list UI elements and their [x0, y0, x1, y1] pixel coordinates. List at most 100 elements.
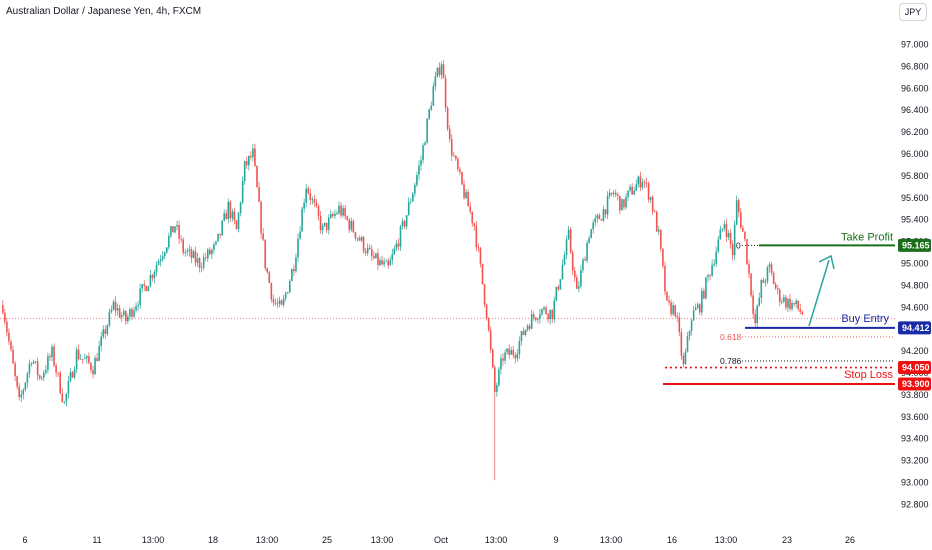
candle-body — [245, 160, 248, 166]
candle-body — [703, 290, 705, 299]
candle-body — [307, 188, 310, 194]
candle-body — [787, 298, 789, 308]
candle-body — [88, 356, 90, 363]
candle-body — [373, 256, 375, 259]
candle-body — [379, 260, 381, 266]
candle-body — [114, 301, 117, 311]
candle-body — [110, 309, 113, 312]
candle-body — [387, 260, 389, 266]
candle-body — [614, 192, 617, 195]
candle-body — [36, 361, 39, 376]
candle-body — [514, 355, 517, 359]
candle-body — [637, 176, 640, 185]
stop-loss-label: Stop Loss — [844, 369, 893, 381]
candle-body — [131, 309, 133, 317]
time-axis[interactable]: 6 11 13:00 18 13:00 25 13:00 Oct 13:00 9 13:00 16 13… — [22, 535, 855, 545]
chart-title: Australian Dollar / Japanese Yen, 4h, FX… — [6, 6, 201, 17]
candle-body — [86, 356, 88, 359]
candle-body — [737, 200, 740, 213]
candle-body — [233, 211, 236, 221]
candle-body — [793, 302, 795, 305]
buy-entry-label: Buy Entry — [841, 313, 889, 325]
candle-body — [676, 315, 679, 318]
candle-body — [289, 281, 291, 293]
candle-body — [59, 372, 61, 394]
candle-body — [430, 105, 433, 110]
trade-annotations: 0 Take Profit 95.165 Buy Entry 94.412 0.… — [663, 231, 931, 391]
candle-body — [8, 332, 10, 342]
arrow-head — [818, 254, 835, 270]
candle-body — [731, 244, 734, 256]
candle-body — [381, 260, 383, 265]
candle-body — [4, 312, 6, 322]
candle-body — [541, 309, 543, 315]
candle-body — [596, 215, 599, 219]
candle-body — [163, 252, 166, 257]
candle-body — [801, 311, 804, 315]
candle-body — [795, 300, 797, 305]
candle-body — [481, 263, 484, 285]
candle-body — [135, 306, 137, 311]
candle-body — [157, 261, 160, 265]
candle-body — [53, 346, 55, 366]
candle-body — [450, 138, 453, 156]
candle-body — [14, 363, 16, 377]
candle-body — [305, 188, 307, 203]
take-profit-price: 95.165 — [902, 240, 930, 250]
candle-body — [785, 297, 787, 308]
price-tick-label: 96.800 — [901, 61, 929, 71]
candle-body — [196, 258, 199, 263]
candle-body — [717, 239, 720, 252]
candle-body — [268, 272, 271, 283]
buy-entry-price-tag — [898, 321, 931, 335]
candle-body — [352, 221, 355, 233]
candle-body — [414, 184, 416, 194]
upward-arrow-icon — [808, 254, 835, 327]
candle-body — [668, 300, 670, 303]
candle-body — [211, 249, 213, 255]
price-tick-label: 95.400 — [901, 215, 929, 225]
price-tick-label: 96.000 — [901, 149, 929, 159]
candle-body — [321, 225, 324, 231]
candle-body — [633, 190, 635, 195]
currency-button[interactable]: JPY — [899, 3, 927, 21]
candle-body — [366, 247, 369, 254]
candle-body — [524, 329, 527, 335]
candle-body — [47, 356, 49, 370]
candle-body — [774, 283, 777, 288]
candle-body — [561, 264, 564, 280]
candle-body — [770, 264, 773, 273]
price-axis[interactable]: 97.000 96.800 96.600 96.400 96.200 96.000 95.8… — [901, 40, 929, 510]
candle-body — [16, 376, 18, 387]
candle-body — [602, 209, 605, 221]
time-tick-label: Oct — [434, 535, 449, 545]
time-tick-label: 25 — [322, 535, 332, 545]
candle-body — [565, 239, 568, 256]
fib-0786-price-tag — [898, 361, 931, 375]
candle-body — [690, 320, 693, 331]
candle-body — [426, 118, 428, 143]
candle-body — [715, 251, 717, 264]
candle-body — [69, 372, 72, 381]
candle-body — [237, 213, 240, 230]
candle-body — [383, 261, 385, 265]
candle-body — [143, 284, 146, 287]
candle-body — [571, 252, 574, 271]
candle-body — [594, 218, 597, 223]
candle-body — [250, 155, 252, 158]
candle-body — [424, 142, 426, 146]
candle-body — [740, 212, 742, 228]
candle-body — [243, 160, 246, 182]
candle-body — [354, 232, 357, 239]
price-tick-label: 93.400 — [901, 434, 929, 444]
candle-body — [563, 255, 566, 265]
candle-body — [557, 286, 560, 290]
candle-body — [723, 224, 726, 229]
candle-body — [116, 308, 119, 311]
candle-body — [491, 349, 494, 368]
candle-body — [725, 224, 728, 238]
candle-body — [319, 215, 322, 231]
candle-body — [719, 229, 722, 240]
candle-body — [522, 331, 525, 335]
